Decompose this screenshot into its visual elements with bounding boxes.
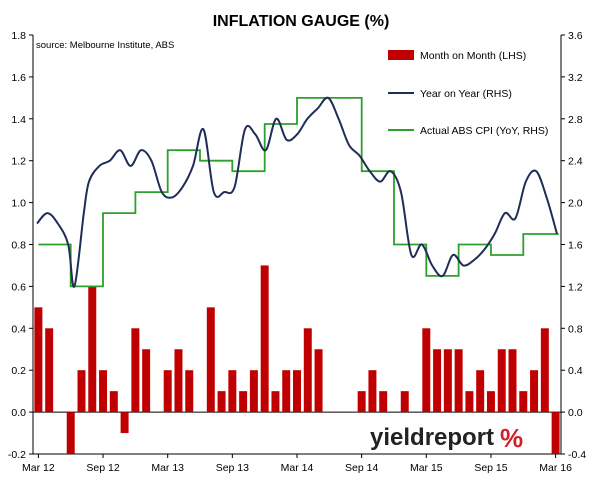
bar-mom	[45, 328, 54, 413]
line-year-on-year	[36, 96, 558, 288]
line-actual-abs-cpi	[38, 97, 559, 288]
bar-mom	[228, 370, 237, 413]
source-note: source: Melbourne Institute, ABS	[36, 40, 174, 51]
bar-mom	[540, 328, 549, 413]
bar-mom	[465, 391, 474, 413]
bar-mom	[77, 370, 86, 413]
legend-label-cpi: Actual ABS CPI (YoY, RHS)	[420, 125, 548, 137]
bar-mom	[99, 370, 108, 413]
bars-month-on-month	[34, 265, 560, 454]
left-tick-label: 1.4	[11, 114, 26, 126]
brand-text: yieldreport	[370, 424, 494, 451]
bar-mom	[519, 391, 528, 413]
bar-mom	[530, 370, 539, 413]
bar-mom	[433, 349, 442, 413]
bar-mom	[486, 391, 495, 413]
bar-mom	[454, 349, 463, 413]
right-tick-label: 2.0	[568, 198, 583, 210]
left-tick-label: 0.4	[11, 323, 26, 335]
bar-mom	[476, 370, 485, 413]
bar-mom	[379, 391, 388, 413]
legend-label-yoy: Year on Year (RHS)	[420, 88, 512, 100]
right-tick-label: 2.4	[568, 156, 583, 168]
left-tick-label: 1.8	[11, 30, 26, 42]
bar-mom	[260, 265, 269, 413]
right-tick-label: 0.0	[568, 407, 583, 419]
left-tick-label: -0.2	[8, 449, 26, 461]
x-tick-label: Mar 12	[22, 462, 55, 474]
left-tick-label: 0.6	[11, 281, 26, 293]
x-tick-label: Mar 16	[539, 462, 572, 474]
right-tick-label: 1.6	[568, 240, 583, 252]
x-tick-label: Sep 12	[86, 462, 119, 474]
left-tick-label: 1.6	[11, 72, 26, 84]
chart-title: INFLATION GAUGE (%)	[213, 13, 390, 30]
x-tick-label: Sep 14	[345, 462, 378, 474]
right-tick-label: 0.8	[568, 323, 583, 335]
x-tick-label: Mar 13	[151, 462, 184, 474]
left-tick-label: 1.0	[11, 198, 26, 210]
line-series	[36, 96, 559, 288]
bar-mom	[163, 370, 172, 413]
bar-mom	[497, 349, 506, 413]
bar-mom	[314, 349, 323, 413]
bar-mom	[551, 412, 560, 454]
bar-mom	[185, 370, 194, 413]
bar-mom	[131, 328, 140, 413]
right-tick-label: 2.8	[568, 114, 583, 126]
bar-mom	[508, 349, 517, 413]
bar-mom	[66, 412, 75, 454]
x-tick-label: Sep 15	[474, 462, 507, 474]
bar-mom	[217, 391, 226, 413]
x-tick-label: Mar 14	[281, 462, 314, 474]
bar-mom	[271, 391, 280, 413]
bar-mom	[357, 391, 366, 413]
right-tick-label: 3.6	[568, 30, 583, 42]
legend-swatch-mom	[388, 50, 414, 60]
bar-mom	[422, 328, 431, 413]
bar-mom	[120, 412, 129, 434]
x-tick-label: Sep 13	[216, 462, 249, 474]
right-tick-label: 3.2	[568, 72, 583, 84]
axes: -0.2 0.0 0.2 0.4 0.6 0.8 1.0 1.2 1.4 1.6 1.8 -0.4 0.…	[8, 30, 586, 474]
bar-mom	[142, 349, 151, 413]
legend: Month on Month (LHS) Year on Year (RHS) …	[388, 50, 548, 137]
bar-mom	[174, 349, 183, 413]
bar-mom	[368, 370, 377, 413]
bar-mom	[443, 349, 452, 413]
bar-mom	[88, 286, 97, 413]
bar-mom	[109, 391, 118, 413]
left-tick-label: 1.2	[11, 156, 26, 168]
bar-mom	[249, 370, 258, 413]
brand-percent-symbol: %	[500, 423, 523, 453]
bar-mom	[303, 328, 312, 413]
bar-mom	[239, 391, 248, 413]
yieldreport-logo: yieldreport %	[370, 423, 523, 453]
left-tick-label: 0.2	[11, 365, 26, 377]
left-tick-label: 0.8	[11, 240, 26, 252]
bar-mom	[34, 307, 43, 413]
left-tick-label: 0.0	[11, 407, 26, 419]
right-tick-label: 1.2	[568, 281, 583, 293]
bar-mom	[293, 370, 301, 413]
right-tick-label: 0.4	[568, 365, 583, 377]
bar-mom	[206, 307, 215, 413]
bar-mom	[282, 370, 291, 413]
bar-mom	[400, 391, 409, 413]
right-tick-label: -0.4	[568, 449, 586, 461]
x-tick-label: Mar 15	[410, 462, 443, 474]
legend-label-mom: Month on Month (LHS)	[420, 50, 526, 62]
